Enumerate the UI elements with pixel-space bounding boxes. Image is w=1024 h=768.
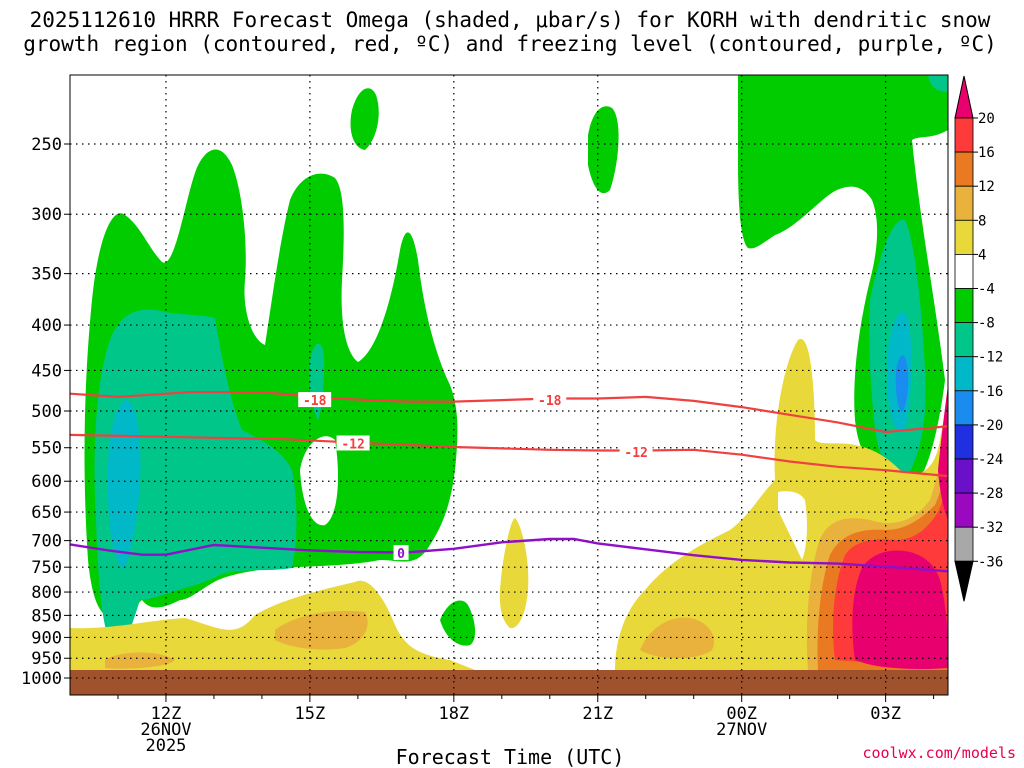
y-tick-label-650: 650 [31,503,62,523]
x-tick-label-1-0: 15Z [295,704,326,724]
y-tick-label-700: 700 [31,532,62,552]
y-tick-label-300: 300 [31,205,62,225]
y-tick-label-400: 400 [31,316,62,336]
contour-label-bg-2 [336,435,370,451]
y-tick-label-500: 500 [31,402,62,422]
colorbar-top-arrow [954,75,974,119]
colorbar-bin-3 [954,185,974,221]
omega-region-left-cyan [107,400,141,570]
colorbar-bin-12 [954,492,974,528]
colorbar-bin-8 [954,356,974,392]
colorbar-label-10: -24 [978,452,1003,468]
colorbar-label-6: -8 [978,316,995,332]
freezing-level-contour [69,537,949,573]
contour-label-bg-1 [533,392,567,408]
ground-fill [70,670,948,695]
colorbar-bin-10 [954,424,974,460]
y-tick-label-950: 950 [31,649,62,669]
colorbar-bin-13 [954,526,974,562]
chart-title-line1: 2025112610 HRRR Forecast Omega (shaded, … [30,8,991,32]
y-tick-label-850: 850 [31,606,62,626]
contour-label-bg-3 [619,443,653,459]
contour-lines [69,391,949,573]
x-axis-label: Forecast Time (UTC) [396,745,625,768]
colorbar-bin-7 [954,322,974,358]
contour-label-2: -12 [341,437,364,452]
colorbar-label-5: -4 [978,282,995,298]
colorbar-label-0: 20 [978,111,995,127]
omega-region-yellow-19z [499,518,529,629]
x-tick-label-2-0: 18Z [438,704,469,724]
x-tick-label-0-2: 2025 [145,736,186,756]
x-tick-label-3-0: 21Z [582,704,613,724]
y-tick-label-900: 900 [31,628,62,648]
y-tick-label-550: 550 [31,439,62,459]
colorbar-label-1: 16 [978,145,995,161]
omega-region-right-edge-magenta [938,385,948,520]
colorbar-bin-2 [954,151,974,187]
colorbar-bin-5 [954,253,974,289]
omega-region-top-21z [588,106,619,194]
x-tick-label-5-0: 03Z [870,704,901,724]
x-tick-label-0-1: 26NOV [140,720,191,740]
plot-frame [69,74,949,696]
y-tick-label-450: 450 [31,361,62,381]
contour-label-bg-4 [393,545,409,561]
contour-label-4: 0 [397,547,405,562]
omega-region-top-16z [350,88,379,150]
contour-label-3: -12 [624,446,647,461]
x-tick-label-0-0: 12Z [151,704,182,724]
omega-hole-white [300,436,338,526]
contour-labels: -18 -18 -12 -12 0 [298,392,653,562]
y-tick-label-750: 750 [31,558,62,578]
contour-label-0: -18 [303,394,327,409]
credit-link[interactable]: coolwx.com/models [862,744,1016,762]
colorbar-bin-6 [954,288,974,323]
x-tick-label-4-1: 27NOV [716,720,767,740]
omega-region-right-blue [895,355,909,412]
omega-region-right-white-gap [778,491,807,560]
omega-region-bottom-orange-1 [275,610,368,650]
contour-label-bg-0 [298,392,332,408]
colorbar-label-11: -28 [978,486,1003,502]
omega-shading [70,75,948,695]
colorbar: 20 16 12 8 4 -4 -8 -12 -16 -20 -24 -28 -32 -36 [954,75,1003,602]
y-tick-label-800: 800 [31,583,62,603]
colorbar-label-9: -20 [978,418,1003,434]
x-tick-label-4-0: 00Z [726,704,757,724]
y-tick-label-1000: 1000 [21,669,62,689]
dgz-contour--18 [69,391,949,434]
dgz-contour--12 [69,433,949,478]
colorbar-bottom-arrow [954,560,974,602]
colorbar-label-13: -36 [978,554,1003,570]
y-tick-label-600: 600 [31,472,62,492]
omega-region-top-right-teal [928,75,948,92]
colorbar-label-7: -12 [978,350,1003,366]
contour-label-1: -18 [538,394,562,409]
colorbar-bin-11 [954,458,974,494]
colorbar-label-3: 8 [978,213,986,229]
omega-region-green-18z [440,600,476,646]
chart-title-line2: growth region (contoured, red, ºC) and f… [23,32,997,56]
colorbar-label-12: -32 [978,520,1003,536]
colorbar-label-4: 4 [978,247,986,263]
omega-region-bottom-orange-2 [105,652,175,669]
y-tick-label-350: 350 [31,265,62,285]
colorbar-bin-4 [954,219,974,255]
y-axis: 2503003504004505005506006507007508008509… [21,135,70,689]
omega-region-right-magenta [852,550,948,670]
colorbar-bin-1 [954,117,974,153]
omega-region-bottom-yellow [70,580,475,670]
y-tick-label-250: 250 [31,135,62,155]
colorbar-bin-9 [954,390,974,426]
colorbar-label-2: 12 [978,179,995,195]
colorbar-label-8: -16 [978,384,1003,400]
